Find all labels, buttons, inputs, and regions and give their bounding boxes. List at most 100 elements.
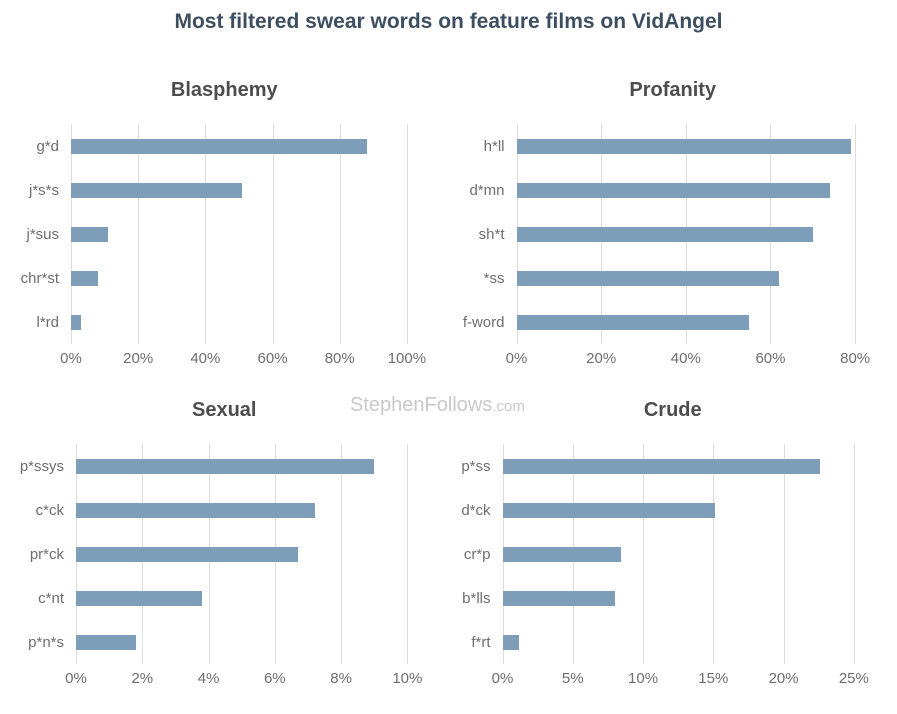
bar: [502, 502, 715, 518]
bar-row: [516, 256, 890, 300]
bar: [516, 226, 813, 242]
x-tick-label: 10%: [392, 670, 423, 687]
x-tick-label: 0%: [60, 350, 82, 367]
category-label: j*s*s: [28, 181, 59, 199]
bar-row: [502, 488, 890, 532]
chart-blasphemy: Blasphemy g*d j*s*s j*sus chr*st l*rd 0% 20% 4…: [0, 60, 449, 380]
x-tick-label: 60%: [257, 350, 288, 367]
x-axis: 0% 20% 40% 60% 80%: [506, 344, 890, 370]
bar: [516, 270, 779, 286]
gridline: [643, 444, 645, 664]
bar: [516, 314, 750, 330]
plot-area-wrap: 0% 5% 10% 15% 20% 25%: [492, 444, 890, 690]
x-tick-label: 20%: [768, 670, 799, 687]
chart-profanity: Profanity h*ll d*mn sh*t *ss f-word 0% 20% 40%…: [449, 60, 897, 380]
gridline: [272, 124, 274, 344]
page-title: Most filtered swear words on feature fil…: [174, 10, 723, 33]
category-label: l*rd: [36, 313, 59, 331]
x-tick-label: 0%: [491, 670, 514, 687]
x-axis: 0% 2% 4% 6% 8% 10%: [65, 664, 441, 690]
bar: [71, 314, 82, 330]
chart-body: h*ll d*mn sh*t *ss f-word 0% 20% 40% 60% 80%: [449, 124, 897, 370]
bar-row: [71, 168, 441, 212]
category-labels: p*ss d*ck cr*p b*lls f*rt: [449, 444, 503, 690]
gridline: [713, 444, 715, 664]
x-tick-label: 100%: [387, 350, 427, 367]
bar-row: [502, 444, 890, 488]
x-tick-label: 6%: [263, 670, 286, 687]
bar: [76, 458, 375, 474]
x-tick-label: 20%: [586, 350, 617, 367]
category-labels: p*ssys c*ck pr*ck c*nt p*n*s: [0, 444, 76, 690]
x-axis: 0% 5% 10% 15% 20% 25%: [492, 664, 890, 690]
chart-body: g*d j*s*s j*sus chr*st l*rd 0% 20% 40% 60% 80% 10…: [0, 124, 449, 370]
gridline: [138, 124, 140, 344]
category-label: c*ck: [35, 501, 64, 519]
plot-area: [71, 124, 441, 344]
bar-row: [502, 532, 890, 576]
bar-row: [76, 576, 441, 620]
bar: [71, 138, 367, 154]
bar: [502, 634, 520, 650]
chart-title-blasphemy: Blasphemy: [170, 79, 278, 101]
bar: [516, 182, 830, 198]
bar-row: [516, 300, 890, 344]
plot-area: [502, 444, 890, 664]
category-label: c*nt: [38, 589, 64, 607]
category-label: p*n*s: [28, 633, 64, 651]
x-tick-label: 2%: [131, 670, 154, 687]
bar-row: [71, 212, 441, 256]
x-tick-label: 15%: [698, 670, 729, 687]
category-label: j*sus: [26, 225, 59, 243]
x-tick-label: 0%: [505, 350, 528, 367]
watermark-text: StephenFollows: [350, 394, 493, 416]
gridline: [853, 444, 855, 664]
gridline: [855, 124, 857, 344]
category-labels: h*ll d*mn sh*t *ss f-word: [449, 124, 517, 370]
gridline: [339, 124, 341, 344]
bar: [502, 590, 615, 606]
gridline: [341, 444, 343, 664]
category-label: p*ss: [461, 457, 491, 475]
x-tick-label: 8%: [330, 670, 352, 687]
bar: [71, 226, 108, 242]
bar: [76, 502, 315, 518]
gridline: [205, 124, 207, 344]
x-tick-label: 25%: [838, 670, 869, 687]
category-labels: g*d j*s*s j*sus chr*st l*rd: [0, 124, 71, 370]
chart-title-sexual: Sexual: [192, 399, 257, 421]
chart-body: p*ssys c*ck pr*ck c*nt p*n*s 0% 2% 4% 6% 8% 10%: [0, 444, 449, 690]
chart-title-crude: Crude: [643, 399, 702, 421]
category-label: f*rt: [471, 633, 491, 651]
category-label: b*lls: [462, 589, 491, 607]
bar: [76, 546, 298, 562]
bar: [502, 458, 821, 474]
x-tick-label: 0%: [65, 670, 87, 687]
category-label: h*ll: [483, 137, 505, 155]
plot-area-wrap: 0% 20% 40% 60% 80%: [506, 124, 890, 370]
chart-title-profanity: Profanity: [629, 79, 717, 101]
bar-row: [516, 124, 890, 168]
watermark-suffix: .com: [492, 398, 525, 415]
category-label: p*ssys: [19, 457, 64, 475]
x-tick-label: 40%: [190, 350, 221, 367]
bar: [76, 590, 202, 606]
category-label: cr*p: [463, 545, 491, 563]
bar-row: [71, 300, 441, 344]
bar: [71, 270, 98, 286]
bar-row: [502, 620, 890, 664]
bar-row: [76, 488, 441, 532]
x-tick-label: 80%: [324, 350, 355, 367]
x-tick-label: 4%: [197, 670, 220, 687]
bar: [502, 546, 621, 562]
chart-body: p*ss d*ck cr*p b*lls f*rt 0% 5% 10% 15% 20% 25%: [449, 444, 897, 690]
bar: [516, 138, 851, 154]
x-tick-label: 5%: [561, 670, 584, 687]
category-label: d*mn: [469, 181, 505, 199]
category-label: g*d: [36, 137, 59, 155]
chart-sexual: Sexual p*ssys c*ck pr*ck c*nt p*n*s 0% 2% 4% 6%…: [0, 380, 449, 700]
x-tick-label: 60%: [755, 350, 786, 367]
category-label: chr*st: [20, 269, 59, 287]
chart-crude: Crude p*ss d*ck cr*p b*lls f*rt 0% 5% 10% 15% 20…: [449, 380, 897, 700]
